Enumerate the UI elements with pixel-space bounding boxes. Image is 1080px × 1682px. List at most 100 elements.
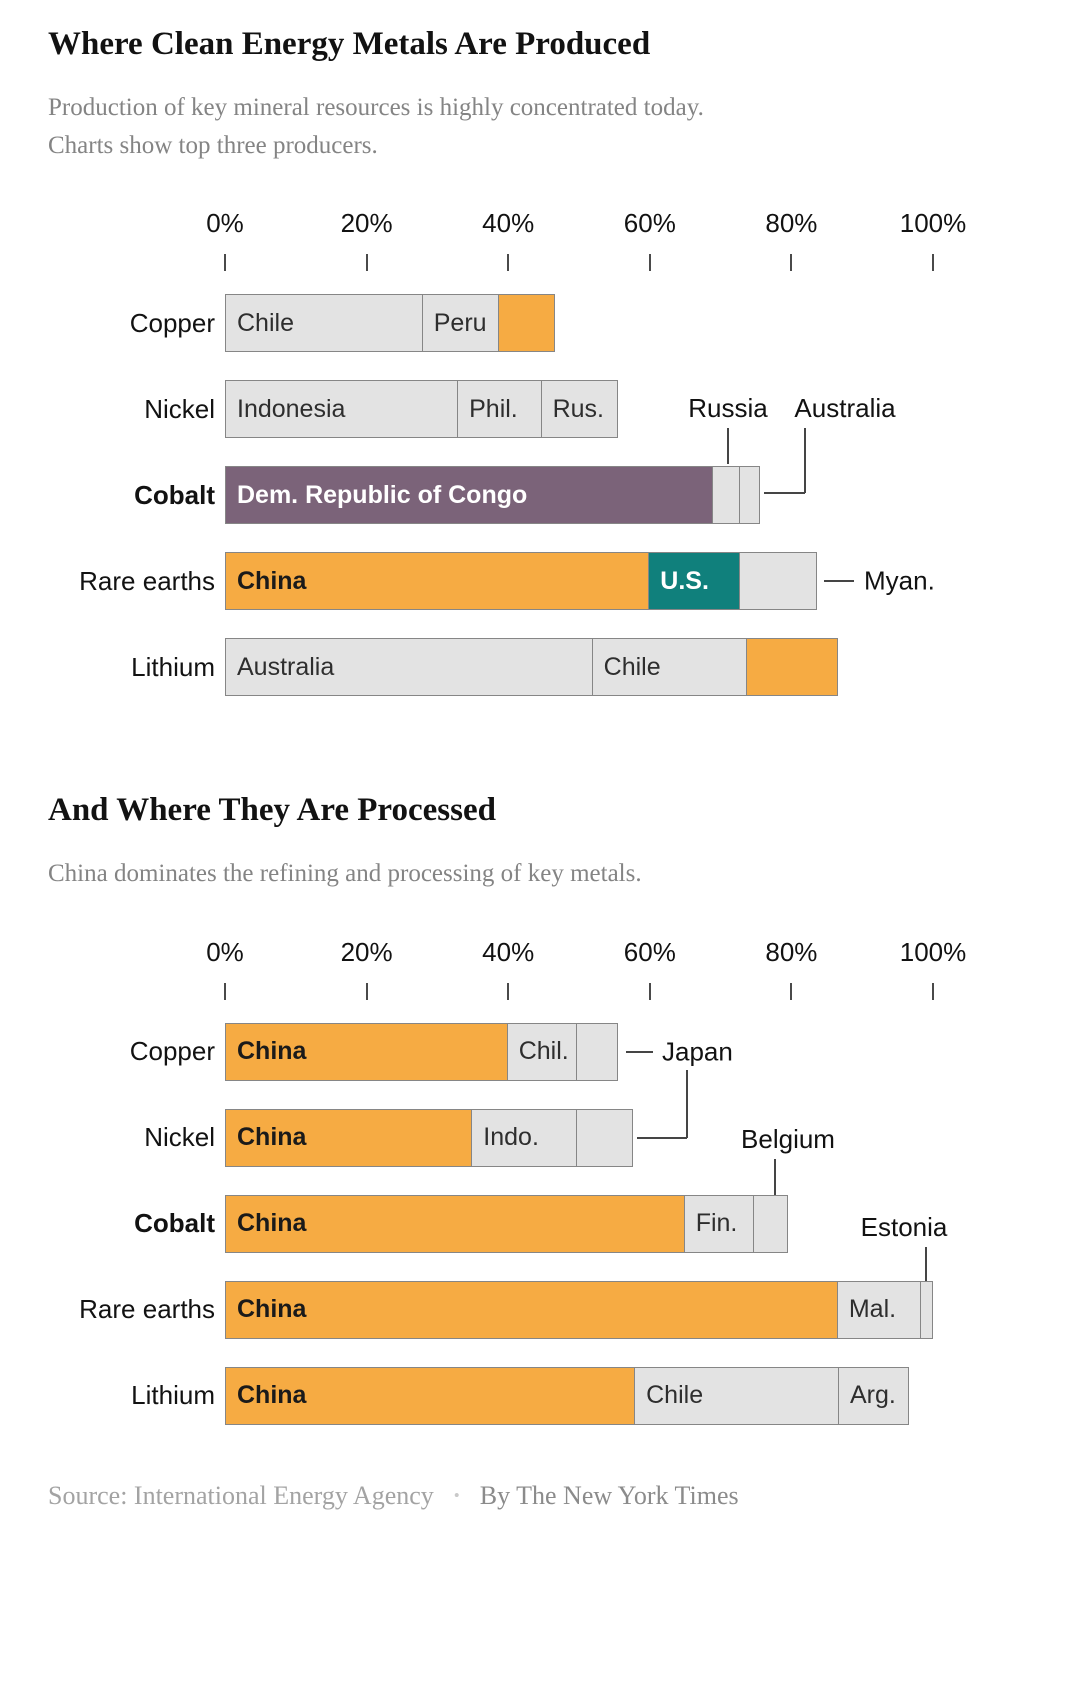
- footer-separator-dot: •: [453, 1485, 460, 1505]
- bar-segment-china: China: [225, 1108, 473, 1167]
- segment-label: Indo.: [483, 1123, 539, 1151]
- axis-tick-mark: [224, 982, 226, 1000]
- axis-tick-mark: [224, 254, 226, 271]
- segment-label: Dem. Republic of Congo: [237, 480, 528, 509]
- source-text: Source: International Energy Agency: [48, 1480, 434, 1510]
- bar-segment-philippines: Phil.: [457, 380, 543, 438]
- production-bar-chart: 0% 20% 40% 60% 80% 100% Copper Chile Peru Nickel I…: [48, 208, 1032, 696]
- production-section: Where Clean Energy Metals Are Produced P…: [48, 26, 1032, 696]
- bar-segment-australia: Australia: [225, 638, 594, 696]
- bar-track: Indonesia Phil. Rus.: [225, 380, 933, 438]
- bar-segment-chile: Chil.: [506, 1022, 578, 1081]
- bar-track: Dem. Republic of Congo: [225, 466, 933, 524]
- bar-track: China Chile Arg.: [225, 1366, 933, 1425]
- row-label: Lithium: [131, 1380, 215, 1410]
- row-label: Cobalt: [134, 479, 215, 510]
- axis-tick-label: 0%: [206, 936, 244, 967]
- bar-segment-argentina: Arg.: [837, 1366, 909, 1425]
- bar-segment-chile: Chile: [591, 638, 748, 696]
- bar-segment-u-s-: U.S.: [648, 552, 741, 610]
- segment-label: Chil.: [518, 1037, 569, 1065]
- bar-segment-peru: Peru: [421, 294, 500, 352]
- axis-tick-label: 60%: [623, 936, 676, 967]
- bar-row-copper: Copper Chile Peru: [48, 294, 1032, 352]
- row-label: Copper: [129, 1036, 215, 1066]
- processing-chart-subtitle: China dominates the refining and process…: [48, 860, 642, 887]
- bar-row-lithium: Lithium China Chile Arg.: [48, 1366, 1032, 1425]
- bar-track: China Fin.: [225, 1194, 933, 1253]
- bar-segment-myanmar: [738, 552, 817, 610]
- processing-chart-title: And Where They Are Processed: [48, 792, 496, 828]
- x-axis: 0% 20% 40% 60% 80% 100%: [48, 208, 1032, 282]
- production-chart-subtitle: Production of key mineral resources is h…: [48, 94, 704, 159]
- segment-label: Phil.: [469, 394, 518, 423]
- segment-label: Rus.: [552, 394, 604, 423]
- bar-track: China U.S.: [225, 552, 933, 610]
- segment-label: Mal.: [848, 1295, 897, 1323]
- bar-segment-malaysia: Mal.: [836, 1280, 922, 1339]
- axis-tick-label: 0%: [206, 208, 244, 238]
- bar-segment-russia: Rus.: [540, 380, 619, 438]
- axis-tick-label: 20%: [340, 936, 393, 967]
- segment-label: China: [237, 566, 307, 595]
- row-label: Cobalt: [134, 1208, 215, 1238]
- bar-rows: Copper China Chil. Nickel China Indo. Cobalt Ch…: [48, 1022, 1032, 1425]
- bar-segment-china: China: [225, 1194, 686, 1253]
- bar-segment-china: China: [225, 1366, 636, 1425]
- bar-track: China Mal.: [225, 1280, 933, 1339]
- row-label: Lithium: [131, 651, 215, 682]
- axis-tick-mark: [648, 254, 651, 271]
- bar-segment-indonesia: Indonesia: [225, 380, 459, 438]
- axis-tick-label: 100%: [899, 208, 967, 238]
- segment-label: Peru: [433, 308, 487, 337]
- bar-segment-china: China: [225, 552, 650, 610]
- bar-segment-japan: [575, 1108, 633, 1167]
- axis-tick-label: 40%: [482, 208, 535, 238]
- bar-segment-dem-republic-of-congo: Dem. Republic of Congo: [225, 466, 714, 524]
- bar-track: Australia Chile: [225, 638, 933, 696]
- axis-tick-mark: [790, 982, 793, 1000]
- footer: Source: International Energy Agency • By…: [48, 1481, 1032, 1511]
- bar-rows: Copper Chile Peru Nickel Indonesia Phil. Rus. C…: [48, 294, 1032, 696]
- bar-segment-finland: Fin.: [683, 1194, 755, 1253]
- clean-energy-metals-graphic: Where Clean Energy Metals Are Produced P…: [48, 26, 1032, 1511]
- processing-bar-chart: 0% 20% 40% 60% 80% 100% Copper China Chil. Nickel…: [48, 937, 1032, 1425]
- segment-label: Australia: [237, 652, 335, 681]
- axis-tick-mark: [790, 254, 793, 271]
- row-label: Rare earths: [79, 565, 215, 596]
- axis-tick-mark: [365, 254, 368, 271]
- bar-track: China Chil.: [225, 1022, 933, 1081]
- axis-tick-mark: [507, 982, 510, 1000]
- bar-track: Chile Peru: [225, 294, 933, 352]
- bar-row-nickel: Nickel Indonesia Phil. Rus.: [48, 380, 1032, 438]
- bar-row-cobalt: Cobalt China Fin.: [48, 1194, 1032, 1253]
- bar-segment-china: [498, 294, 555, 352]
- bar-segment-chile: Chile: [634, 1366, 840, 1425]
- axis-tick-mark: [932, 982, 934, 1000]
- bar-row-copper: Copper China Chil.: [48, 1022, 1032, 1081]
- bar-row-cobalt: Cobalt Dem. Republic of Congo: [48, 466, 1032, 524]
- segment-label: Fin.: [695, 1209, 738, 1237]
- segment-label: China: [237, 1209, 307, 1237]
- segment-label: China: [237, 1295, 307, 1323]
- bar-track: China Indo.: [225, 1108, 933, 1167]
- bar-segment-russia: [712, 466, 741, 524]
- segment-label: U.S.: [660, 566, 709, 595]
- bar-segment-china: [745, 638, 838, 696]
- segment-label: Chile: [646, 1381, 704, 1409]
- axis-tick-label: 80%: [765, 936, 818, 967]
- bar-segment-indonesia: Indo.: [471, 1108, 578, 1167]
- bar-segment-belgium: [752, 1194, 789, 1253]
- bar-segment-australia: [738, 466, 761, 524]
- bar-row-rare-earths: Rare earths China U.S.: [48, 552, 1032, 610]
- bar-row-nickel: Nickel China Indo.: [48, 1108, 1032, 1167]
- row-label: Rare earths: [79, 1294, 215, 1324]
- segment-label: Arg.: [849, 1381, 896, 1409]
- production-chart-title: Where Clean Energy Metals Are Produced: [48, 26, 651, 62]
- x-axis: 0% 20% 40% 60% 80% 100%: [48, 937, 1032, 1011]
- bar-segment-estonia: [920, 1280, 933, 1339]
- bar-segment-china: China: [225, 1280, 839, 1339]
- bar-row-rare-earths: Rare earths China Mal.: [48, 1280, 1032, 1339]
- byline-text: By The New York Times: [479, 1480, 739, 1510]
- axis-tick-mark: [648, 982, 651, 1000]
